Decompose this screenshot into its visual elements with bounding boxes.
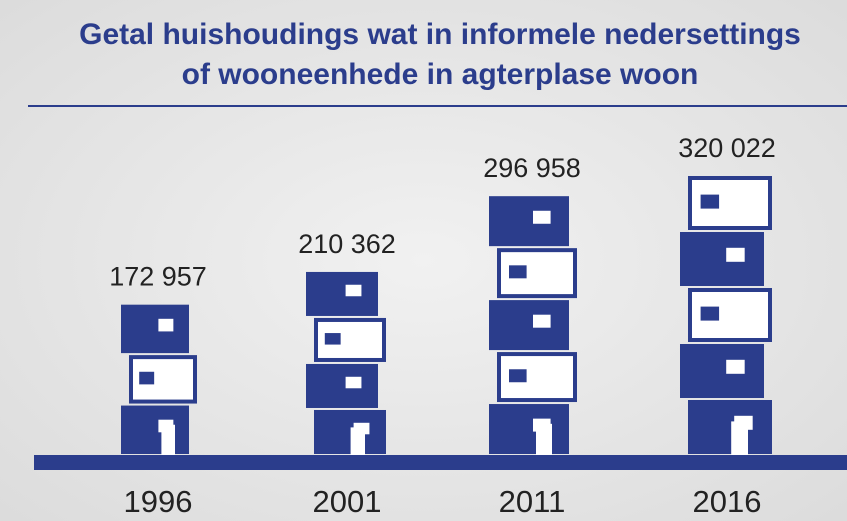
box — [680, 344, 764, 398]
window — [509, 369, 527, 382]
box — [306, 272, 378, 316]
page: {"chart_data": {"type": "bar", "title": … — [0, 0, 847, 521]
box — [489, 300, 569, 350]
box-stack — [489, 196, 575, 455]
chart-title: Getal huishoudings wat in informele nede… — [79, 18, 801, 51]
box — [121, 406, 189, 454]
box — [688, 400, 772, 454]
value-label: 320 022 — [678, 133, 776, 163]
box — [306, 364, 378, 408]
baseline — [34, 455, 847, 470]
window — [346, 377, 362, 389]
window — [139, 372, 154, 385]
value-label: 210 362 — [298, 229, 396, 259]
window — [509, 265, 527, 278]
chart-title: of wooneenhede in agterplase woon — [182, 58, 699, 91]
window — [158, 319, 173, 332]
window — [533, 211, 551, 224]
box-stack — [680, 178, 772, 455]
x-tick-label: 2001 — [313, 484, 382, 519]
value-label: 296 958 — [483, 153, 581, 183]
box — [314, 410, 386, 454]
window — [726, 248, 744, 262]
box-stack — [121, 305, 195, 455]
box — [489, 196, 569, 246]
window — [346, 285, 362, 297]
door — [536, 424, 552, 455]
x-tick-label: 2016 — [693, 484, 762, 519]
x-tick-label: 2011 — [499, 484, 566, 519]
box — [680, 232, 764, 286]
x-tick-label: 1996 — [124, 484, 193, 519]
chart: Getal huishoudings wat in informele nede… — [0, 0, 847, 521]
door — [161, 425, 175, 455]
box — [121, 305, 189, 353]
door — [351, 427, 365, 455]
window — [726, 360, 744, 374]
box — [489, 404, 569, 454]
window — [701, 195, 719, 209]
window — [701, 307, 719, 321]
door — [731, 421, 748, 455]
window — [325, 333, 341, 345]
value-label: 172 957 — [109, 262, 207, 292]
window — [533, 315, 551, 328]
